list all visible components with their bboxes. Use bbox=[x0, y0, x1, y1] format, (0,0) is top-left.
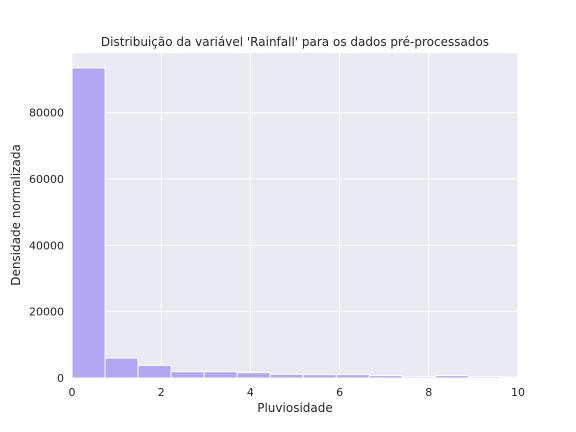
y-tick-label: 0 bbox=[57, 372, 64, 385]
histogram-bar bbox=[137, 364, 172, 378]
y-tick-label: 80000 bbox=[29, 107, 64, 120]
histogram-bar bbox=[72, 67, 106, 378]
histogram-bar bbox=[467, 376, 502, 378]
x-axis-label: Pluviosidade bbox=[257, 401, 333, 415]
x-axis-ticks: 0 2 4 6 8 10 bbox=[69, 386, 526, 399]
x-tick-label: 6 bbox=[336, 386, 343, 399]
histogram-bar bbox=[104, 357, 139, 378]
histogram-bar bbox=[500, 376, 518, 378]
plot-area bbox=[72, 53, 518, 378]
histogram-bar bbox=[236, 372, 271, 378]
x-tick-label: 2 bbox=[158, 386, 165, 399]
y-axis-label: Densidade normalizada bbox=[9, 144, 23, 286]
y-axis-ticks: 0 20000 40000 60000 80000 bbox=[29, 107, 64, 385]
y-tick-label: 20000 bbox=[29, 306, 64, 319]
y-tick-label: 40000 bbox=[29, 239, 64, 252]
histogram-bar bbox=[302, 374, 337, 378]
x-tick-label: 10 bbox=[511, 386, 525, 399]
histogram-bar bbox=[170, 371, 205, 378]
histogram-bar bbox=[434, 375, 469, 378]
histogram-bar bbox=[368, 375, 403, 378]
histogram-bar bbox=[269, 373, 304, 378]
histogram-bar bbox=[203, 371, 238, 378]
x-tick-label: 0 bbox=[69, 386, 76, 399]
histogram-bars bbox=[72, 67, 518, 378]
histogram-bar bbox=[401, 376, 436, 378]
x-tick-label: 8 bbox=[425, 386, 432, 399]
chart-title: Distribuição da variável 'Rainfall' para… bbox=[101, 35, 489, 49]
y-tick-label: 60000 bbox=[29, 173, 64, 186]
x-tick-label: 4 bbox=[247, 386, 254, 399]
histogram-bar bbox=[335, 374, 370, 378]
